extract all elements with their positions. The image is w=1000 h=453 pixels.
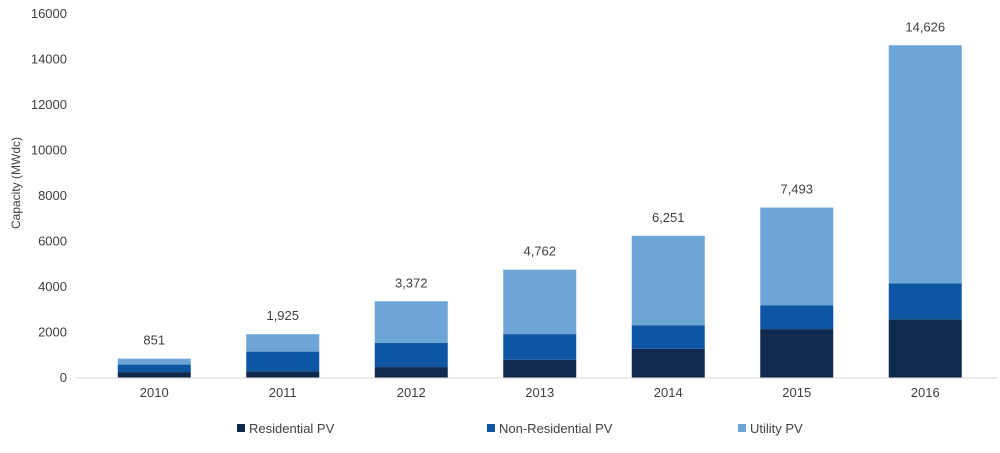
legend-label: Utility PV bbox=[750, 421, 803, 436]
x-tick-label: 2015 bbox=[782, 385, 811, 400]
total-label-2015: 7,493 bbox=[780, 182, 813, 197]
bar-residential-pv-2016 bbox=[888, 319, 962, 378]
bar-residential-pv-2011 bbox=[246, 371, 320, 378]
bar-non-residential-pv-2014 bbox=[631, 325, 705, 349]
total-label-2012: 3,372 bbox=[395, 275, 428, 290]
y-tick-label: 12000 bbox=[31, 97, 67, 112]
y-axis-ticks: 0 2000 4000 6000 8000 10000 12000 14000 16000 bbox=[31, 6, 67, 385]
bar-utility-pv-2015 bbox=[760, 207, 834, 306]
bars bbox=[117, 45, 962, 378]
x-tick-label: 2013 bbox=[525, 385, 554, 400]
bar-non-residential-pv-2010 bbox=[117, 364, 191, 373]
total-label-2014: 6,251 bbox=[652, 210, 685, 225]
x-tick-label: 2012 bbox=[397, 385, 426, 400]
y-tick-label: 14000 bbox=[31, 52, 67, 67]
bar-utility-pv-2013 bbox=[503, 269, 577, 335]
y-axis-label: Capacity (MWdc) bbox=[9, 137, 23, 229]
x-tick-label: 2014 bbox=[654, 385, 683, 400]
bar-residential-pv-2014 bbox=[631, 348, 705, 378]
x-tick-label: 2011 bbox=[269, 385, 297, 400]
y-tick-label: 6000 bbox=[38, 234, 67, 249]
legend: Residential PV Non-Residential PV Utility … bbox=[237, 421, 803, 436]
y-tick-label: 0 bbox=[60, 370, 67, 385]
y-tick-label: 8000 bbox=[38, 188, 67, 203]
total-label-2013: 4,762 bbox=[523, 244, 556, 259]
bar-non-residential-pv-2016 bbox=[888, 283, 962, 320]
bar-non-residential-pv-2012 bbox=[374, 342, 448, 368]
bar-non-residential-pv-2011 bbox=[246, 351, 320, 372]
total-label-2016: 14,626 bbox=[905, 19, 945, 34]
bar-utility-pv-2012 bbox=[374, 301, 448, 343]
x-axis-ticks: 2010 2011 2012 2013 2014 2015 2016 bbox=[140, 385, 940, 400]
data-labels: 851 1,925 3,372 4,762 6,251 7,493 14,626 bbox=[143, 19, 945, 347]
bar-utility-pv-2010 bbox=[117, 358, 191, 365]
bar-non-residential-pv-2013 bbox=[503, 334, 577, 360]
y-tick-label: 16000 bbox=[31, 6, 67, 21]
legend-label: Residential PV bbox=[249, 421, 335, 436]
bar-residential-pv-2012 bbox=[374, 367, 448, 378]
bar-residential-pv-2013 bbox=[503, 359, 577, 378]
bar-utility-pv-2016 bbox=[888, 45, 962, 284]
legend-swatch bbox=[237, 424, 245, 432]
legend-label: Non-Residential PV bbox=[499, 421, 613, 436]
legend-swatch bbox=[738, 424, 746, 432]
y-axis-title: Capacity (MWdc) bbox=[9, 137, 23, 229]
x-tick-label: 2016 bbox=[911, 385, 940, 400]
bar-utility-pv-2011 bbox=[246, 334, 320, 352]
bar-utility-pv-2014 bbox=[631, 235, 705, 326]
legend-swatch bbox=[487, 424, 495, 432]
x-tick-label: 2010 bbox=[140, 385, 169, 400]
bar-residential-pv-2015 bbox=[760, 329, 834, 378]
total-label-2010: 851 bbox=[143, 333, 165, 348]
total-label-2011: 1,925 bbox=[266, 308, 299, 323]
y-tick-label: 4000 bbox=[38, 279, 67, 294]
y-tick-label: 10000 bbox=[31, 143, 67, 158]
bar-non-residential-pv-2015 bbox=[760, 305, 834, 330]
bar-residential-pv-2010 bbox=[117, 372, 191, 378]
y-tick-label: 2000 bbox=[38, 325, 67, 340]
